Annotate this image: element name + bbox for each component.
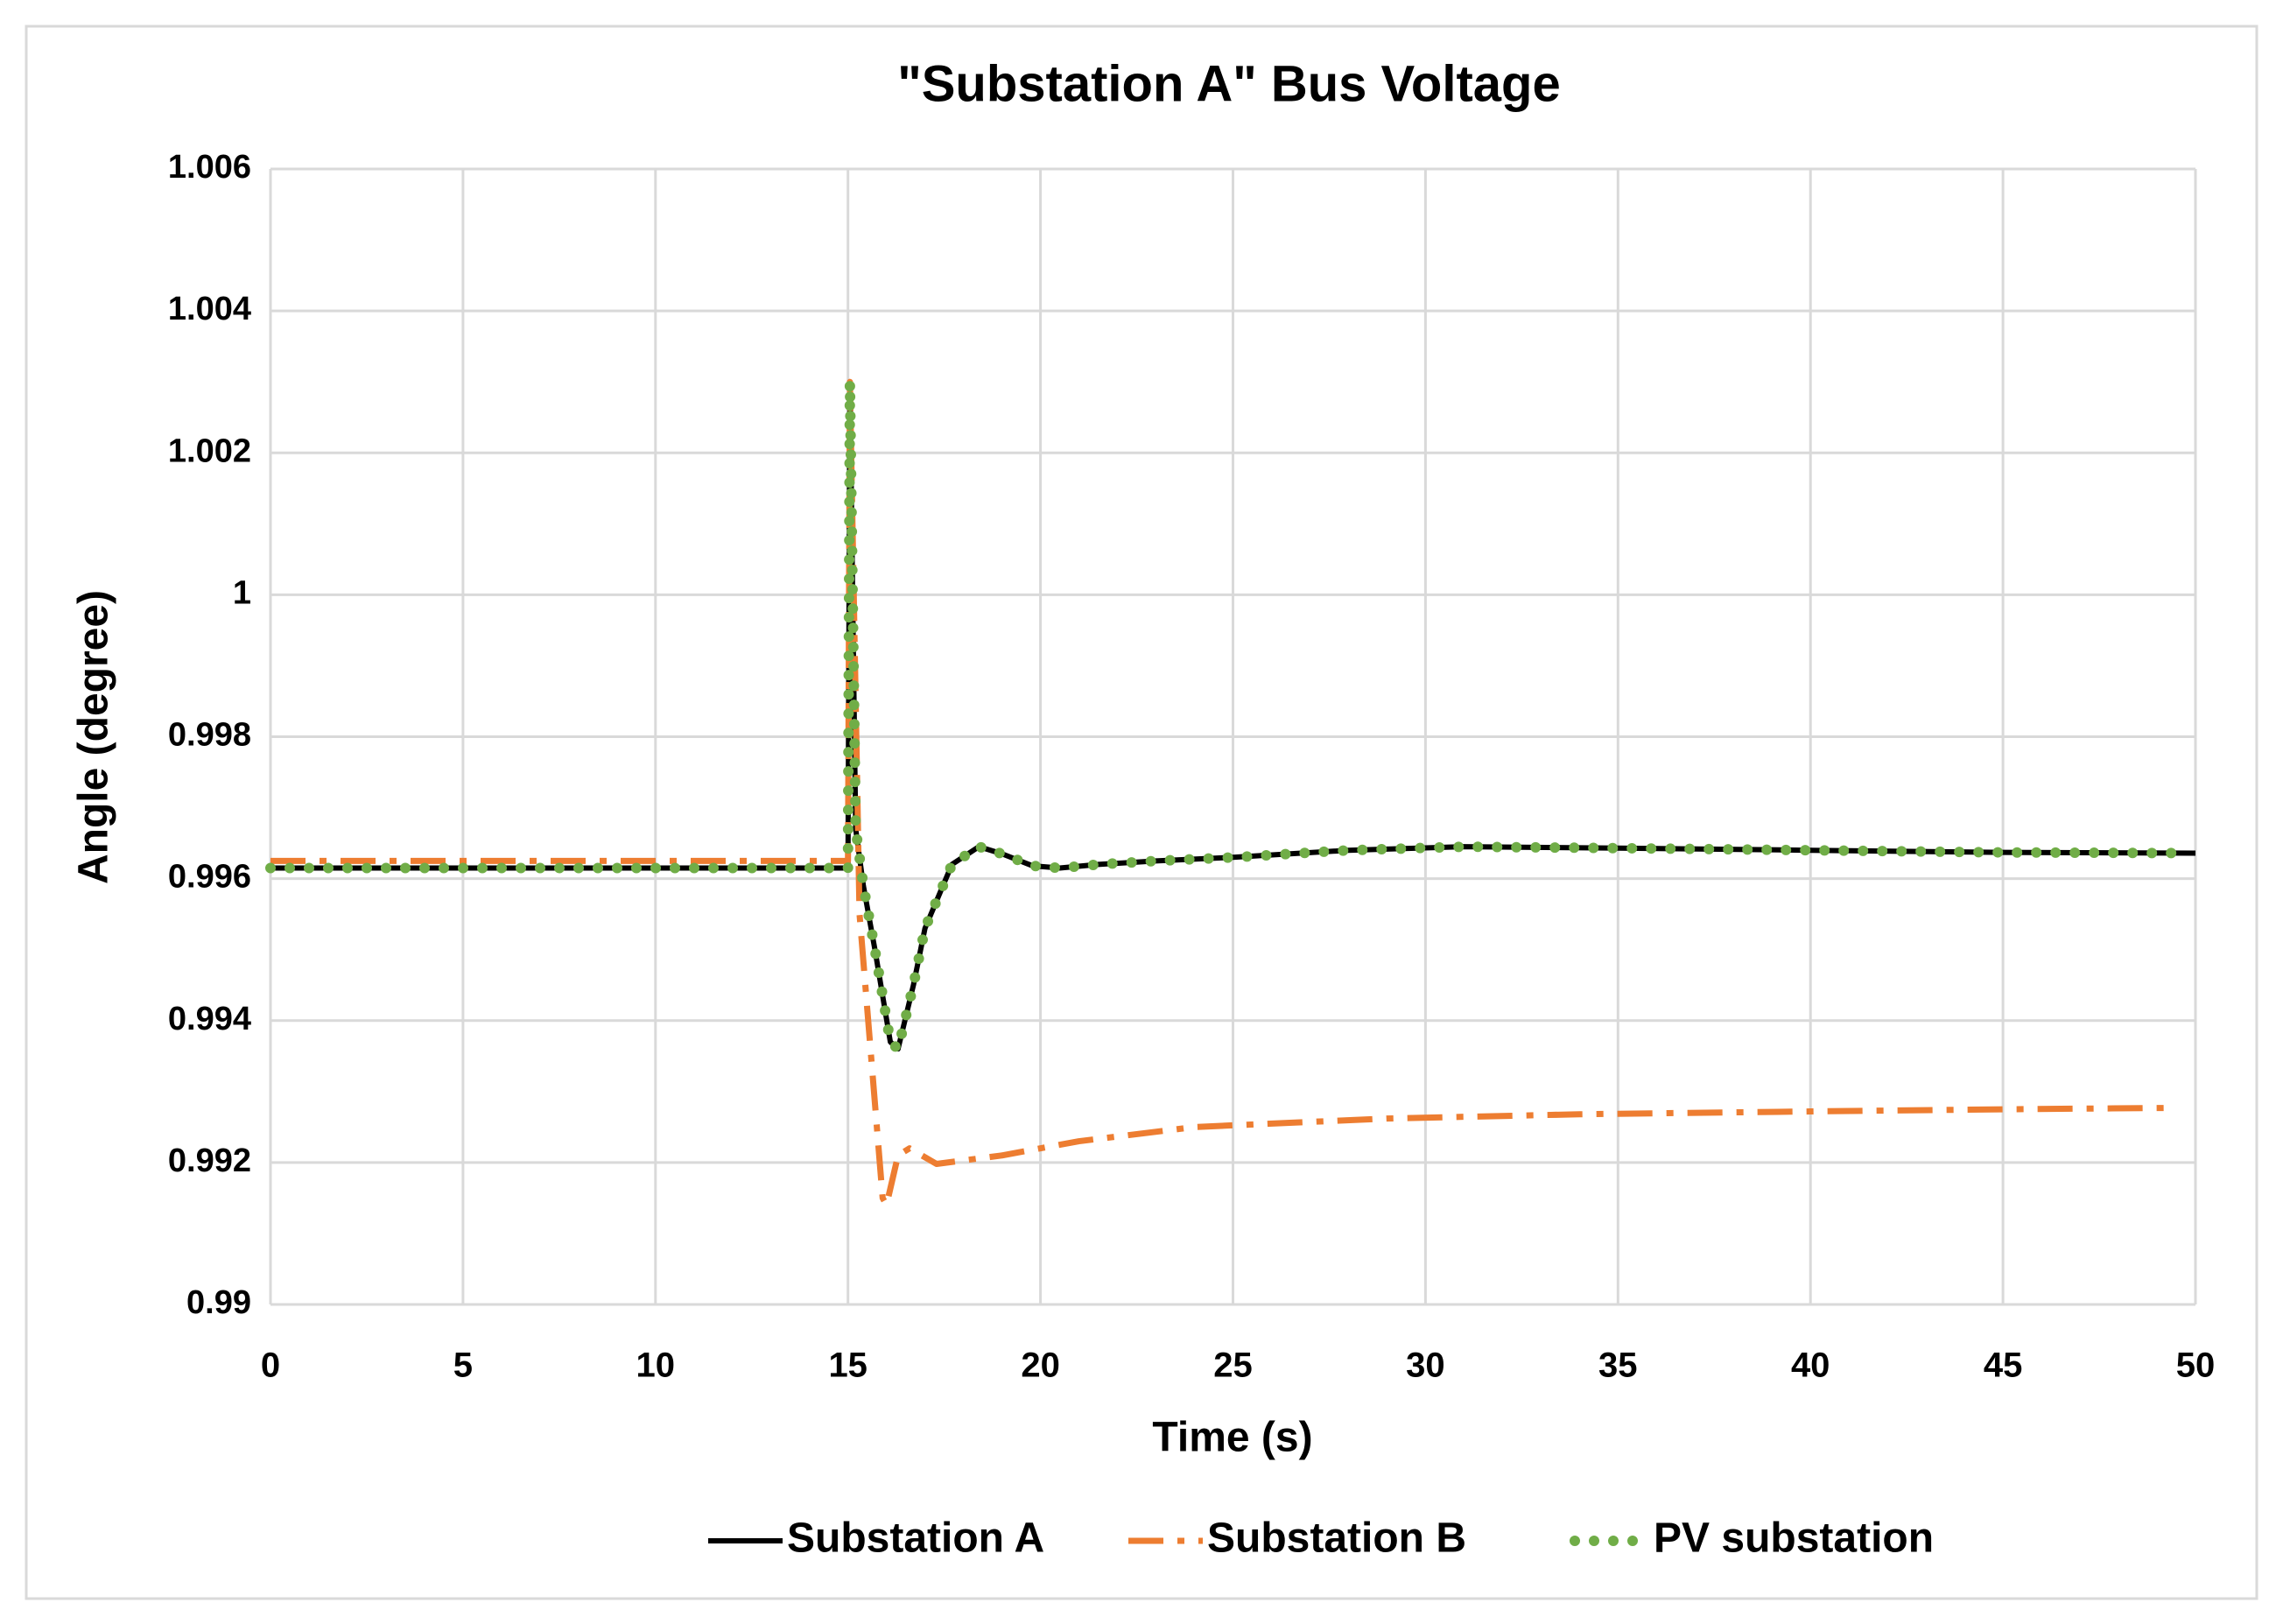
x-tick-label: 50 xyxy=(2176,1346,2216,1385)
y-tick-label: 0.99 xyxy=(186,1284,251,1321)
y-tick-label: 1.006 xyxy=(168,149,251,186)
series-line xyxy=(270,378,2177,1209)
x-tick-label: 40 xyxy=(1791,1346,1830,1385)
legend-label: Substation A xyxy=(787,1515,1044,1562)
x-tick-label: 30 xyxy=(1406,1346,1445,1385)
y-tick-label: 0.998 xyxy=(168,717,251,754)
y-tick-label: 1.002 xyxy=(168,432,251,469)
y-tick-label: 0.994 xyxy=(168,1001,251,1037)
x-tick-label: 10 xyxy=(636,1346,676,1385)
x-tick-label: 35 xyxy=(1598,1346,1638,1385)
y-tick-label: 0.992 xyxy=(168,1142,251,1179)
series-line xyxy=(265,376,2182,1055)
grid: 0.99 0.992 0.994 0.996 0.998 1 1.002 1.004 1.006… xyxy=(168,149,2215,1385)
x-tick-label: 0 xyxy=(261,1346,280,1385)
legend-label: Substation B xyxy=(1207,1515,1466,1562)
legend-label: PV substation xyxy=(1654,1515,1934,1562)
plot-area xyxy=(265,376,2196,1209)
chart-border xyxy=(25,25,2258,1600)
y-tick-label: 1 xyxy=(233,574,251,611)
legend: Substation A Substation B PV substation xyxy=(708,1515,1934,1562)
x-tick-label: 20 xyxy=(1021,1346,1060,1385)
x-tick-label: 15 xyxy=(828,1346,868,1385)
chart-title: "Substation A" Bus Voltage xyxy=(897,55,1560,112)
y-tick-label: 0.996 xyxy=(168,859,251,896)
y-tick-label: 1.004 xyxy=(168,291,251,327)
x-tick-label: 45 xyxy=(1984,1346,2023,1385)
y-axis-title: Angle (degree) xyxy=(71,590,117,884)
x-tick-label: 25 xyxy=(1213,1346,1253,1385)
x-tick-label: 5 xyxy=(453,1346,473,1385)
x-axis-title: Time (s) xyxy=(1152,1415,1312,1461)
